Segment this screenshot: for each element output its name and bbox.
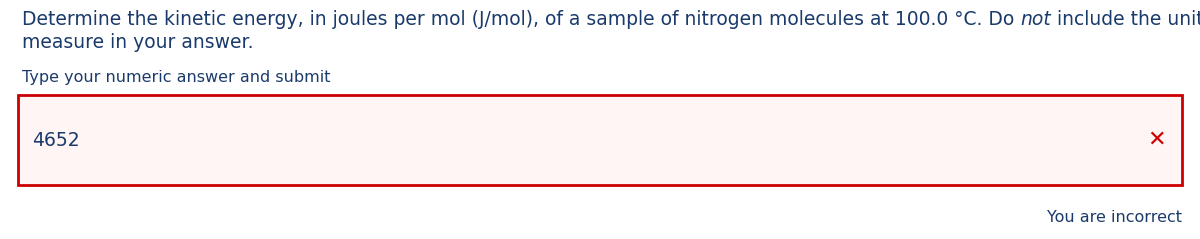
Text: ✕: ✕ bbox=[1147, 130, 1166, 150]
FancyBboxPatch shape bbox=[18, 95, 1182, 185]
Text: measure in your answer.: measure in your answer. bbox=[22, 33, 253, 52]
Text: Determine the kinetic energy, in joules per mol (J/mol), of a sample of nitrogen: Determine the kinetic energy, in joules … bbox=[22, 10, 1020, 29]
Text: not: not bbox=[1020, 10, 1051, 29]
Text: Type your numeric answer and submit: Type your numeric answer and submit bbox=[22, 70, 330, 85]
Text: You are incorrect: You are incorrect bbox=[1046, 210, 1182, 225]
Text: include the unit of: include the unit of bbox=[1051, 10, 1200, 29]
Text: 4652: 4652 bbox=[32, 130, 79, 150]
